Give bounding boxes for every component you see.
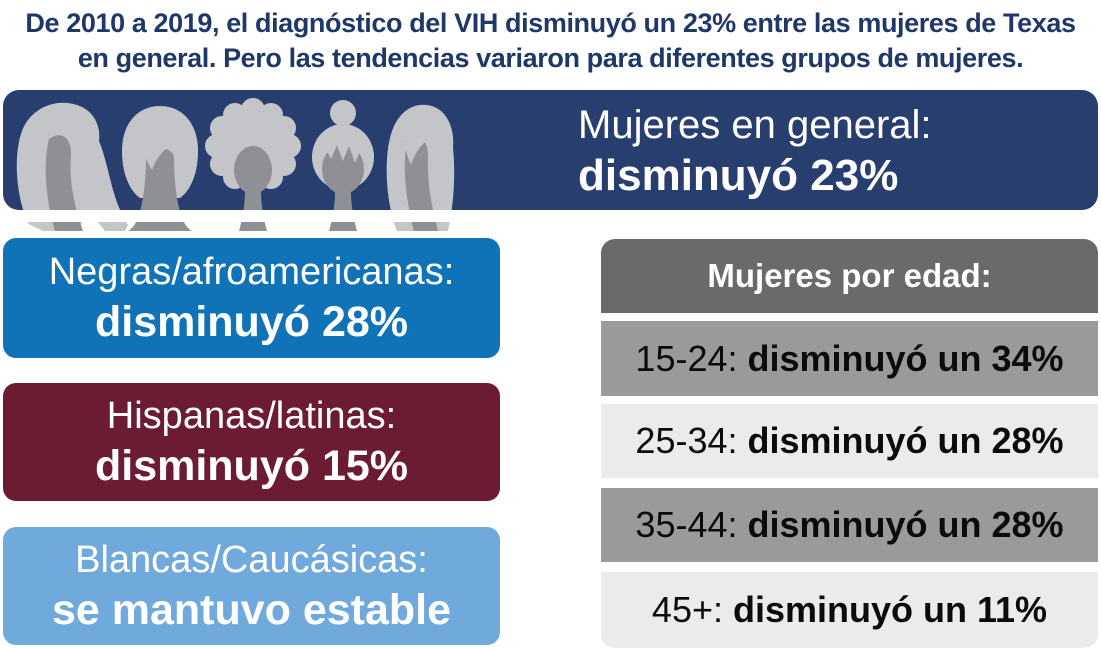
age-range-label: 15-24:: [635, 337, 738, 379]
woman-silhouette-afro-hair-icon: [205, 98, 301, 231]
age-change-value: disminuyó un 28%: [747, 420, 1064, 461]
white-underline-bar: [13, 210, 453, 222]
age-table-header-label: Mujeres por edad:: [707, 257, 992, 294]
race-group-label: Negras/afroamericanas:: [48, 251, 455, 293]
overall-change-value: disminuyó 23%: [578, 151, 899, 200]
woman-silhouette-long-wavy-hair-icon: [16, 102, 129, 231]
age-range-label: 25-34:: [635, 420, 738, 461]
women-silhouettes-icon: [16, 98, 455, 231]
title-line-2: en general. Pero las tendencias variaron…: [77, 43, 1024, 73]
overall-group-label: Mujeres en general:: [578, 103, 932, 147]
age-row-25-34: 25-34: disminuyó un 28%: [601, 404, 1098, 478]
age-change-value: disminuyó un 28%: [747, 504, 1064, 545]
age-table-header: Mujeres por edad:: [601, 239, 1098, 313]
age-change-value: disminuyó un 34%: [747, 337, 1064, 379]
age-range-label: 35-44:: [635, 504, 738, 545]
age-change-value: disminuyó un 11%: [733, 589, 1048, 630]
race-card-white-caucasian: Blancas/Caucásicas: se mantuvo estable: [3, 527, 500, 645]
race-card-black-african-american: Negras/afroamericanas: disminuyó 28%: [3, 238, 500, 358]
age-row-35-44: 35-44: disminuyó un 28%: [601, 488, 1098, 562]
age-row-45-plus: 45+: disminuyó un 11%: [601, 572, 1098, 648]
race-change-value: disminuyó 28%: [94, 298, 409, 346]
race-group-label: Hispanas/latinas:: [106, 395, 397, 437]
woman-silhouette-long-straight-hair-icon: [386, 104, 455, 231]
age-range-label: 45+:: [651, 589, 723, 630]
race-change-value: disminuyó 15%: [94, 442, 409, 490]
age-row-15-24: 15-24: disminuyó un 34%: [601, 321, 1098, 396]
race-card-hispanic-latina: Hispanas/latinas: disminuyó 15%: [3, 383, 500, 501]
overall-banner-text: Mujeres en general: disminuyó 23%: [578, 96, 932, 206]
race-change-value: se mantuvo estable: [51, 586, 452, 634]
title-line-1: De 2010 a 2019, el diagnóstico del VIH d…: [25, 8, 1076, 38]
race-group-label: Blancas/Caucásicas:: [75, 539, 428, 581]
infographic-title: De 2010 a 2019, el diagnóstico del VIH d…: [0, 6, 1101, 76]
